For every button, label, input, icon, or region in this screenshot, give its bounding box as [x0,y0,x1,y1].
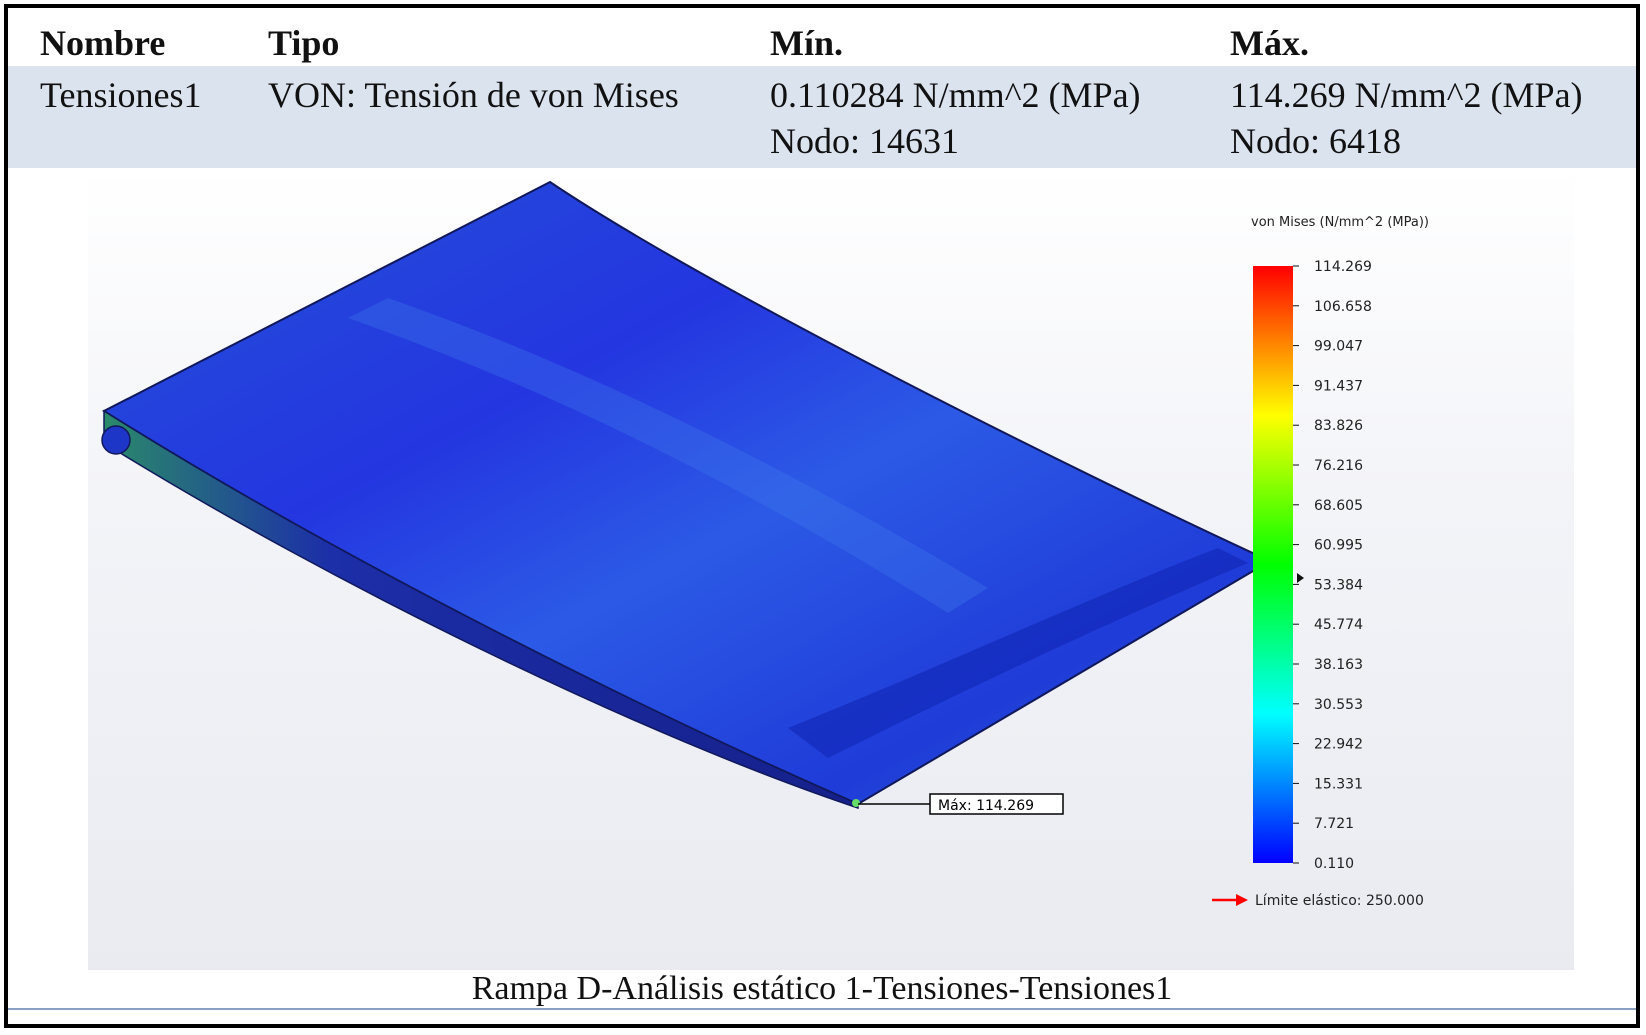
legend-tick-label: 76.216 [1314,458,1363,474]
table-header-row: Nombre Tipo Mín. Máx. [8,8,1636,64]
stress-plot-viewport: Máx: 114.269 von Mises (N/mm^2 (MPa)) 11… [88,168,1574,970]
table-row: Tensiones1 VON: Tensión de von Mises 0.1… [8,66,1636,168]
legend-tick-label: 30.553 [1314,697,1363,713]
color-legend: von Mises (N/mm^2 (MPa)) 114.269 106.658 9… [1212,215,1429,909]
legend-color-bar [1253,266,1293,863]
ramp-light-band [348,298,988,613]
results-table-frame: Nombre Tipo Mín. Máx. Tensiones1 VON: Te… [4,4,1640,1028]
header-nombre: Nombre [40,23,166,63]
legend-tick-label: 68.605 [1314,498,1363,514]
row-type: VON: Tensión de von Mises [268,75,679,115]
ramp-top-surface [101,180,1273,806]
legend-tick-label: 91.437 [1314,378,1363,394]
legend-tick-label: 22.942 [1314,737,1363,753]
stress-plot-svg: Máx: 114.269 von Mises (N/mm^2 (MPa)) 11… [101,180,1429,909]
legend-tick-label: 99.047 [1314,339,1363,355]
row-min: 0.110284 N/mm^2 (MPa) Nodo: 14631 [770,72,1141,164]
legend-tick-label: 83.826 [1314,418,1363,434]
legend-ticks: 114.269 106.658 99.047 91.437 83.826 76.216 68… [1293,259,1372,872]
hinge-pin [101,425,131,455]
legend-tick-label: 15.331 [1314,776,1363,792]
legend-tick-label: 0.110 [1314,856,1354,872]
yield-label: Límite elástico: 250.000 [1255,893,1424,909]
max-node-marker [852,799,860,807]
row-max-value: 114.269 N/mm^2 (MPa) [1230,75,1583,115]
figure-caption: Rampa D-Análisis estático 1-Tensiones-Te… [471,970,1173,1007]
legend-title: von Mises (N/mm^2 (MPa)) [1251,215,1429,230]
ramp-dark-band [788,548,1248,758]
ramp-part: Máx: 114.269 [101,180,1273,815]
header-tipo: Tipo [268,23,340,63]
legend-tick-label: 53.384 [1314,577,1363,593]
row-max: 114.269 N/mm^2 (MPa) Nodo: 6418 [1230,72,1583,164]
row-name: Tensiones1 [40,75,202,115]
header-min: Mín. [770,23,844,63]
max-label-text: Máx: 114.269 [938,798,1034,814]
bottom-rule [8,1008,1636,1010]
row-min-node: Nodo: 14631 [770,121,959,161]
legend-tick-label: 60.995 [1314,538,1363,554]
legend-tick-label: 114.269 [1314,259,1372,275]
ramp-side-edge [103,409,859,810]
yield-marker-icon [1297,573,1304,583]
legend-tick-label: 45.774 [1314,617,1363,633]
row-max-node: Nodo: 6418 [1230,121,1401,161]
header-max: Máx. [1230,23,1309,63]
max-label-box [929,793,1064,815]
legend-tick-label: 7.721 [1314,816,1354,832]
yield-arrow-icon [1236,894,1248,906]
legend-tick-label: 38.163 [1314,657,1363,673]
legend-tick-label: 106.658 [1314,299,1372,315]
row-min-value: 0.110284 N/mm^2 (MPa) [770,75,1141,115]
